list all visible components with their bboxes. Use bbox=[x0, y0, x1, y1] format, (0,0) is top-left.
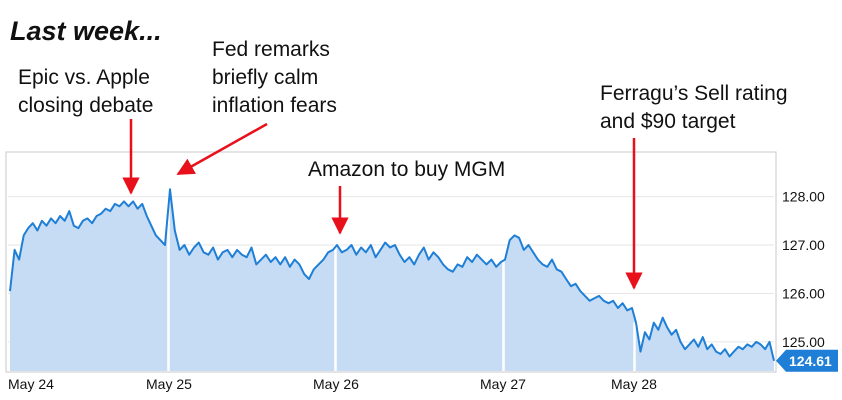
annotation-fed-remarks: Fed remarks briefly calm inflation fears bbox=[212, 36, 337, 120]
y-tick-label: 127.00 bbox=[782, 237, 825, 253]
arrow-fed bbox=[176, 122, 268, 176]
annotation-line: briefly calm bbox=[212, 66, 319, 89]
x-tick-label: May 26 bbox=[313, 376, 359, 392]
annotation-amazon-mgm: Amazon to buy MGM bbox=[308, 156, 505, 184]
annotation-ferragu-rating: Ferragu’s Sell rating and $90 target bbox=[600, 80, 788, 136]
x-tick-label: May 25 bbox=[146, 376, 192, 392]
annotation-line: inflation fears bbox=[212, 94, 337, 117]
x-axis-ticks: May 24 May 25 May 26 May 27 May 28 bbox=[8, 376, 657, 392]
price-line bbox=[9, 188, 775, 362]
annotation-line: and $90 target bbox=[600, 110, 736, 133]
x-tick-label: May 24 bbox=[8, 376, 54, 392]
y-tick-label: 126.00 bbox=[782, 285, 825, 301]
last-price-badge: 124.61 bbox=[776, 349, 838, 372]
annotation-line: Amazon to buy MGM bbox=[308, 158, 506, 181]
last-price-label: 124.61 bbox=[789, 353, 832, 369]
price-area bbox=[10, 189, 774, 371]
annotation-line: Epic vs. Apple bbox=[18, 66, 150, 89]
y-axis-ticks: 128.00 127.00 126.00 125.00 bbox=[782, 189, 825, 350]
x-tick-label: May 28 bbox=[611, 376, 657, 392]
annotation-arrows bbox=[122, 119, 643, 290]
annotation-line: Fed remarks bbox=[212, 38, 330, 61]
annotation-line: closing debate bbox=[18, 94, 154, 117]
x-tick-label: May 27 bbox=[480, 376, 526, 392]
annotation-epic-vs-apple: Epic vs. Apple closing debate bbox=[18, 64, 153, 120]
y-tick-label: 125.00 bbox=[782, 334, 825, 350]
session-dividers bbox=[167, 189, 636, 371]
annotation-line: Ferragu’s Sell rating bbox=[600, 82, 788, 105]
y-tick-label: 128.00 bbox=[782, 189, 825, 205]
last-price-badge-shape bbox=[776, 349, 838, 372]
page-heading: Last week... bbox=[10, 16, 162, 46]
